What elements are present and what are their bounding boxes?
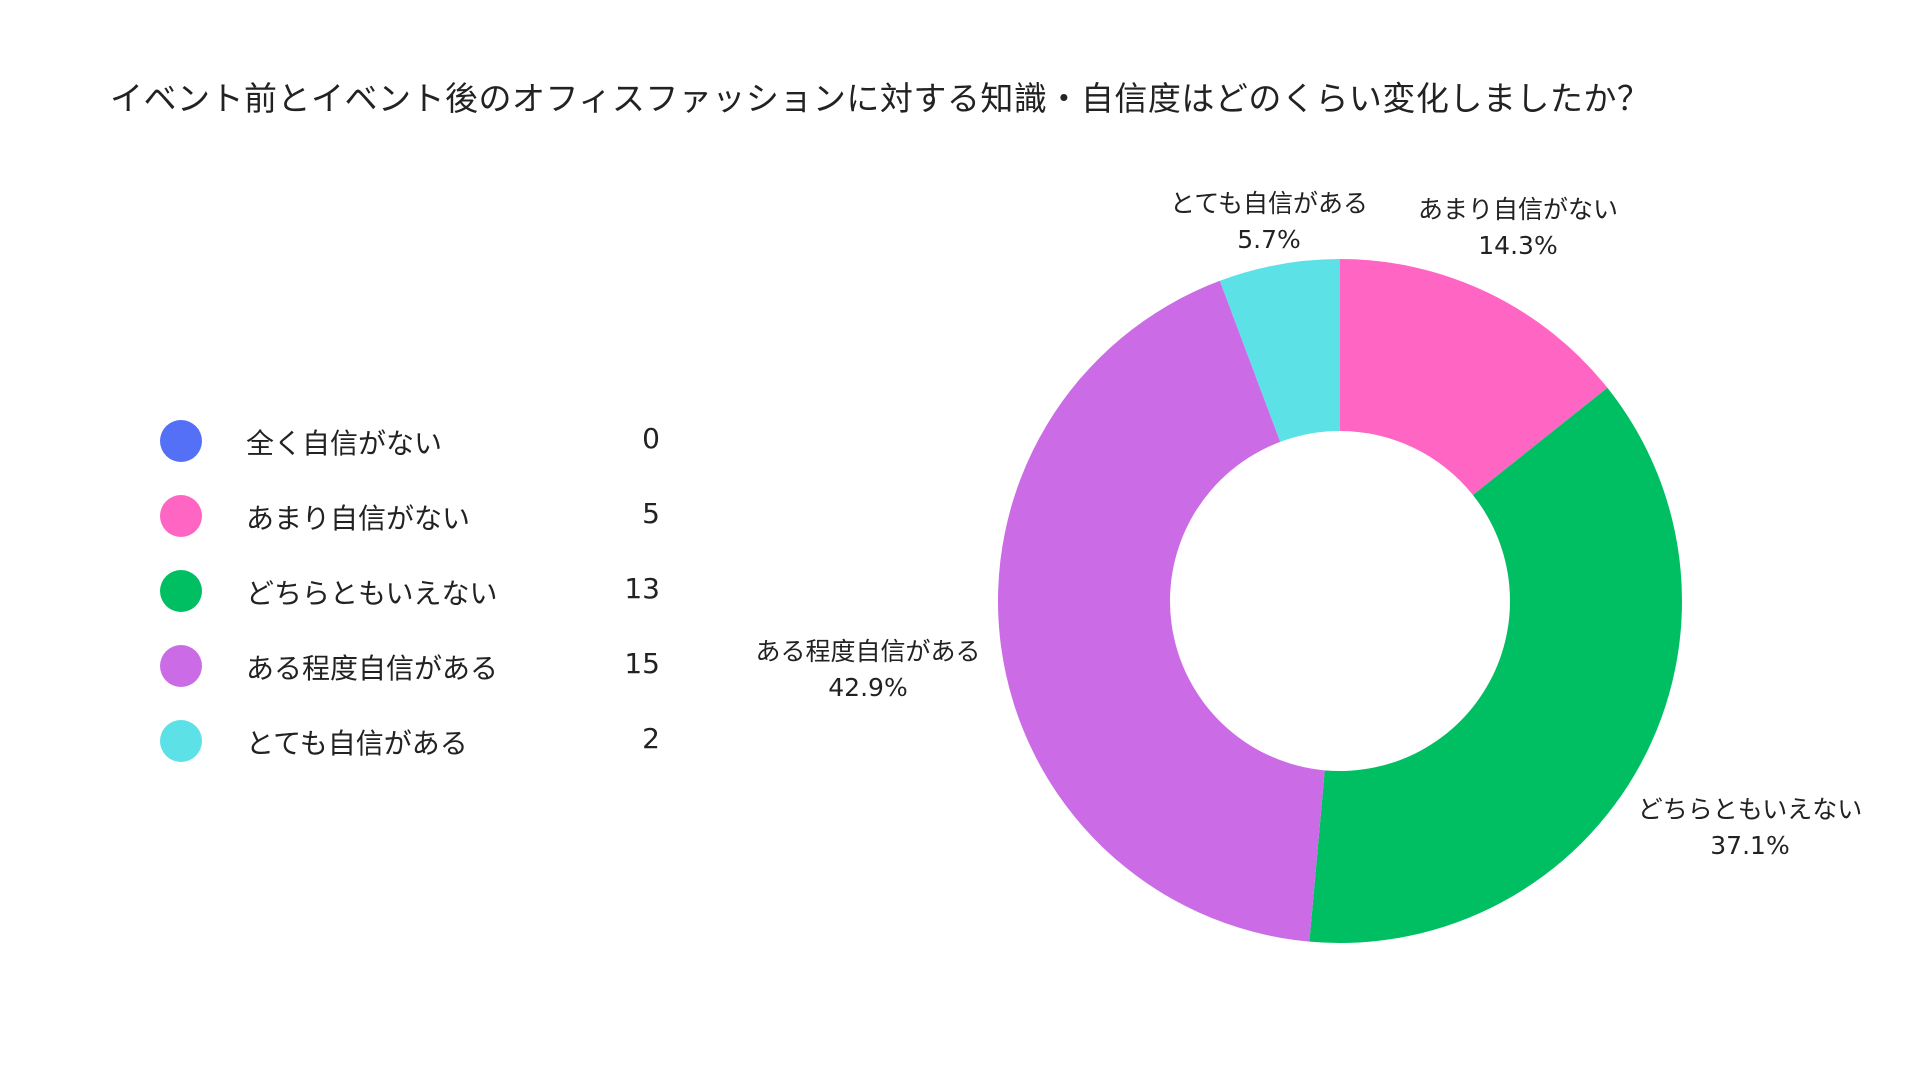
legend-label: 全く自信がない <box>246 427 443 460</box>
legend-label: ある程度自信がある <box>246 652 499 685</box>
slice-category-label: どちらともいえない <box>1638 795 1863 824</box>
legend-count: 0 <box>642 422 660 455</box>
legend-label: どちらともいえない <box>246 577 498 610</box>
slice-percent-label: 42.9% <box>828 673 907 702</box>
slice-category-label: あまり自信がない <box>1418 195 1618 224</box>
slice-labels: あまり自信がない 14.3% どちらともいえない 37.1% ある程度自信がある 42.9… <box>755 189 1862 860</box>
donut-slice <box>1340 259 1608 496</box>
legend-item: とても自信がある 2 <box>160 720 660 795</box>
chart-title: イベント前とイベント後のオフィスファッションに対する知識・自信度はどのくらい変化… <box>110 79 1651 118</box>
donut-slice <box>1309 387 1683 944</box>
slice-category-label: とても自信がある <box>1170 189 1368 218</box>
legend-swatch <box>160 645 202 687</box>
legend-label: あまり自信がない <box>246 502 471 535</box>
legend-count: 13 <box>624 572 660 605</box>
legend-count: 5 <box>642 497 660 530</box>
donut-slices <box>998 259 1683 944</box>
slice-percent-label: 37.1% <box>1710 831 1789 860</box>
legend-count: 15 <box>624 647 660 680</box>
donut-slice <box>998 280 1325 942</box>
legend-item: あまり自信がない 5 <box>160 495 660 570</box>
legend-item: 全く自信がない 0 <box>160 420 660 495</box>
legend-label: とても自信がある <box>246 727 468 760</box>
donut-slice <box>1219 259 1340 442</box>
legend: 全く自信がない 0 あまり自信がない 5 どちらともいえない 13 ある程度自信… <box>160 420 660 795</box>
legend-item: ある程度自信がある 15 <box>160 645 660 720</box>
legend-item: どちらともいえない 13 <box>160 570 660 645</box>
slice-percent-label: 14.3% <box>1478 231 1557 260</box>
slice-percent-label: 5.7% <box>1237 225 1301 254</box>
slice-category-label: ある程度自信がある <box>755 637 980 666</box>
legend-swatch <box>160 495 202 537</box>
legend-count: 2 <box>642 722 660 755</box>
legend-swatch <box>160 720 202 762</box>
legend-swatch <box>160 420 202 462</box>
legend-swatch <box>160 570 202 612</box>
